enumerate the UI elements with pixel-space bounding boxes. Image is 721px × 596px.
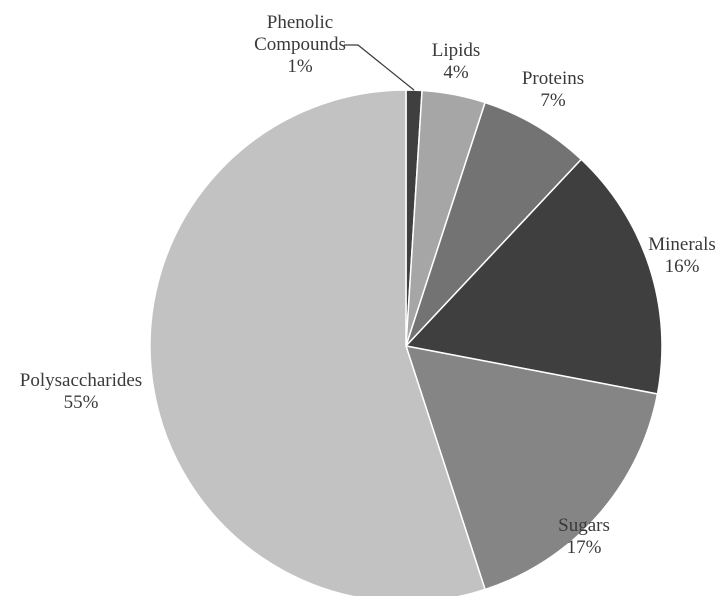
slice-percent: 4% [443, 62, 469, 83]
pie-slice-5 [404, 345, 659, 591]
slice-label-4: Minerals 16% [648, 234, 716, 277]
pie-slice-6 [149, 89, 487, 596]
slice-label-1: Phenolic Compounds 1% [254, 12, 346, 77]
slice-percent: 17% [567, 537, 602, 558]
pie-slices [149, 89, 663, 596]
pie-slice-3 [405, 101, 583, 347]
slice-name: Polysaccharides [20, 370, 142, 391]
slice-name: Minerals [648, 234, 716, 255]
leader-line-phenolic [344, 44, 415, 91]
slice-percent: 16% [665, 256, 700, 277]
slice-percent: 55% [64, 392, 99, 413]
leader-lines [344, 44, 415, 91]
slice-labels: Phenolic Compounds 1% Lipids 4% Proteins 7% Min… [20, 12, 716, 558]
slice-label-5: Sugars 17% [558, 515, 610, 558]
slice-name: Compounds [254, 34, 346, 55]
slice-label-3: Proteins 7% [522, 68, 584, 111]
slice-label-2: Lipids 4% [432, 40, 481, 83]
slice-name: Proteins [522, 68, 584, 89]
slice-name: Phenolic [267, 12, 334, 33]
slice-label-6: Polysaccharides 55% [20, 370, 142, 413]
pie-slice-4 [404, 158, 663, 395]
slice-percent: 1% [287, 56, 313, 77]
slice-name: Sugars [558, 515, 610, 536]
slice-name: Lipids [432, 40, 481, 61]
slice-percent: 7% [540, 90, 566, 111]
